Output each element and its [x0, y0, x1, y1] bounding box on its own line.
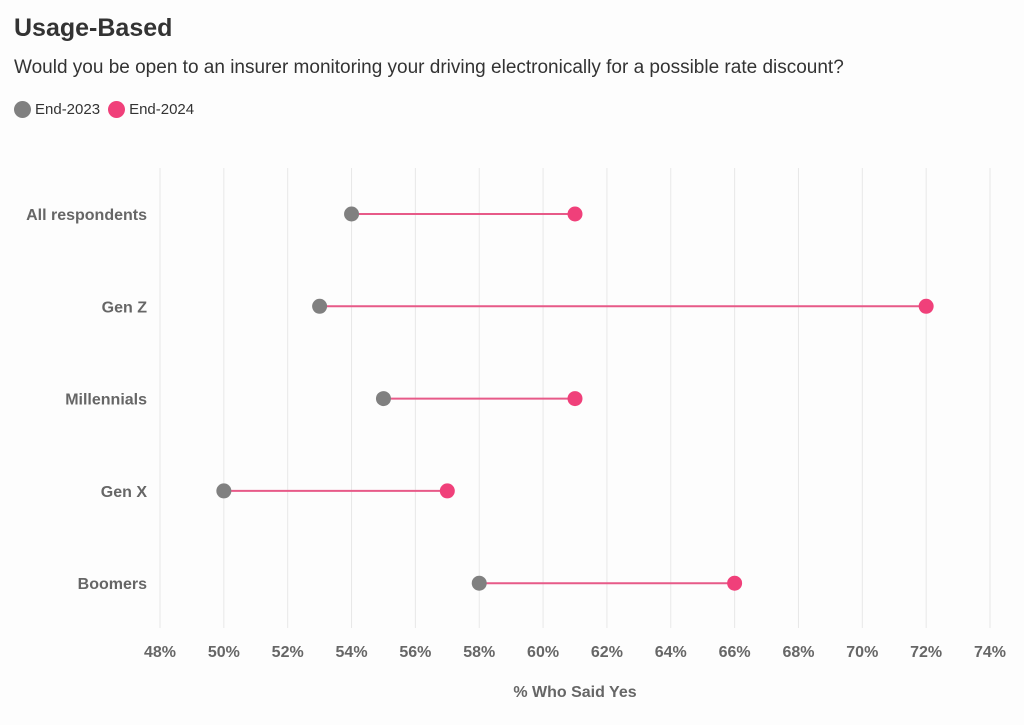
point-end-2024 [567, 206, 583, 222]
category-label: Gen Z [102, 299, 148, 316]
x-tick-label: 64% [655, 644, 687, 661]
legend-label: End-2024 [129, 101, 195, 118]
x-tick-label: 54% [336, 644, 368, 661]
chart-subtitle: Would you be open to an insurer monitori… [14, 57, 844, 78]
x-tick-label: 70% [846, 644, 878, 661]
x-tick-label: 74% [974, 644, 1006, 661]
legend-marker-end-2024 [108, 101, 126, 118]
legend-item-end-2024: End-2024 [108, 101, 194, 118]
legend-marker-end-2023 [14, 101, 31, 118]
x-tick-label: 60% [527, 644, 559, 661]
x-tick-label: 62% [591, 644, 623, 661]
point-end-2024 [918, 298, 934, 314]
legend: End-2023 End-2024 [14, 101, 194, 118]
x-tick-label: 58% [463, 644, 495, 661]
x-tick-label: 52% [272, 644, 304, 661]
legend-item-end-2023: End-2023 [14, 101, 100, 118]
legend-label: End-2023 [35, 101, 101, 118]
chart-title: Usage-Based [14, 14, 173, 42]
point-end-2023 [344, 206, 360, 222]
point-end-2024 [727, 575, 743, 591]
point-end-2024 [567, 391, 583, 407]
x-tick-label: 48% [144, 644, 176, 661]
category-label: Millennials [65, 392, 147, 409]
category-label: All respondents [26, 207, 147, 224]
x-tick-label: 56% [399, 644, 431, 661]
x-tick-label: 66% [719, 644, 751, 661]
x-axis-label: % Who Said Yes [513, 684, 636, 701]
point-end-2023 [216, 483, 232, 499]
x-tick-label: 68% [782, 644, 814, 661]
category-label: Gen X [101, 484, 148, 501]
point-end-2023 [375, 391, 391, 407]
x-tick-label: 72% [910, 644, 942, 661]
point-end-2023 [312, 298, 328, 314]
point-end-2023 [471, 575, 487, 591]
x-tick-label: 50% [208, 644, 240, 661]
point-end-2024 [439, 483, 455, 499]
category-label: Boomers [78, 576, 147, 593]
